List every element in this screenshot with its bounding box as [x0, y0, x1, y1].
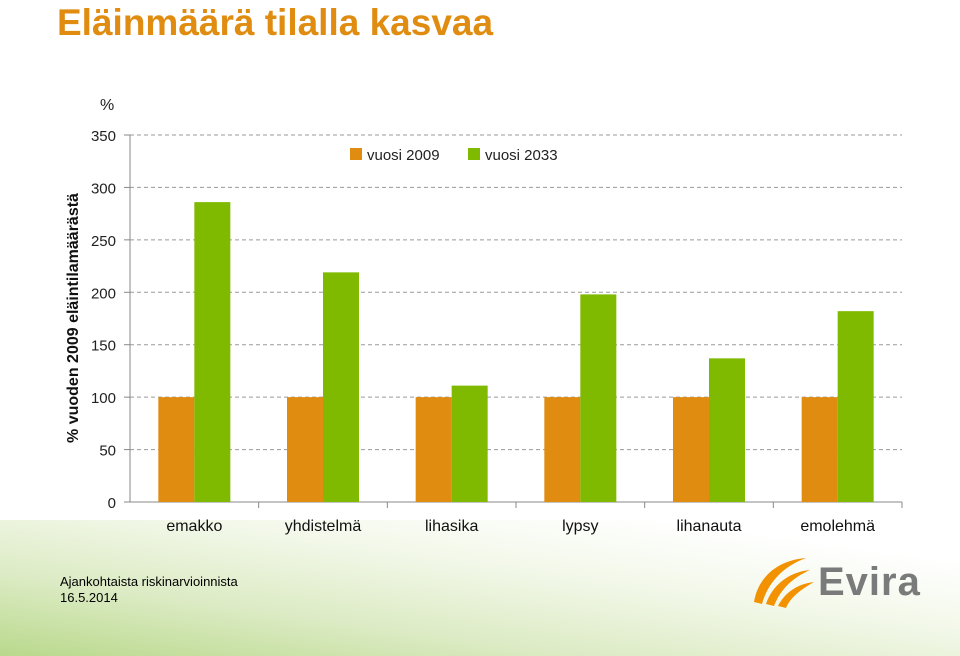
y-tick-label: 200	[91, 285, 116, 302]
x-tick-label: lihasika	[425, 518, 478, 535]
bar-2009	[673, 397, 709, 502]
y-tick-label: 350	[91, 128, 116, 145]
legend-label: vuosi 2033	[485, 147, 558, 164]
bar-2009	[801, 397, 838, 502]
x-tick-label: yhdistelmä	[285, 518, 362, 535]
bar-chart: 0 50 100 150 200 250 300 350% % vuoden 2009 eläi…	[65, 97, 903, 535]
slide-title: Eläinmäärä tilalla kasvaa	[57, 2, 494, 43]
legend-label: vuosi 2009	[367, 147, 440, 164]
footer-date: 16.5.2014	[60, 590, 118, 605]
bar-2033	[837, 311, 874, 502]
bar-2009	[415, 397, 452, 502]
bar-2033	[323, 272, 359, 502]
bar-2033	[709, 358, 745, 502]
y-axis-title: % vuoden 2009 eläintilamäärästä	[65, 193, 82, 443]
y-tick-label: 50	[99, 443, 116, 460]
x-tick-label: emakko	[166, 518, 222, 535]
legend-swatch	[350, 148, 362, 160]
x-tick-label: emolehmä	[800, 518, 875, 535]
evira-logo-icon	[754, 558, 814, 608]
bar-2009	[544, 397, 581, 502]
y-tick-label: 100	[91, 390, 116, 407]
y-unit-label: %	[100, 97, 114, 114]
y-tick-label: 300	[91, 180, 116, 197]
bar-2033	[451, 385, 488, 502]
evira-logo-text: Evira	[818, 560, 921, 604]
y-tick-label: 250	[91, 233, 116, 250]
footer-subtitle: Ajankohtaista riskinarvioinnista	[60, 574, 238, 589]
x-tick-label: lihanauta	[677, 518, 742, 535]
bar-2009	[287, 397, 323, 502]
y-tick-label: 0	[108, 495, 116, 512]
evira-logo: Evira	[748, 552, 921, 610]
bar-2033	[580, 294, 617, 502]
bar-2033	[194, 202, 231, 502]
y-tick-label: 150	[91, 338, 116, 355]
bar-2009	[158, 397, 195, 502]
x-tick-label: lypsy	[562, 518, 598, 535]
footer: Ajankohtaista riskinarvioinnista 16.5.20…	[60, 574, 238, 606]
legend-swatch	[468, 148, 480, 160]
